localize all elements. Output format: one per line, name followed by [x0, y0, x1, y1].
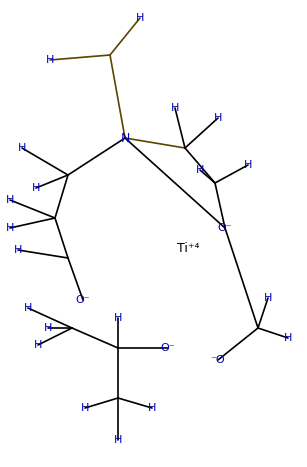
Text: H: H: [196, 165, 204, 175]
Text: ⁻O: ⁻O: [211, 355, 225, 365]
Text: H: H: [18, 143, 26, 153]
Text: H: H: [148, 403, 156, 413]
Text: H: H: [214, 113, 222, 123]
Text: N: N: [120, 132, 130, 144]
Text: O⁻: O⁻: [161, 343, 175, 353]
Text: H: H: [284, 333, 292, 343]
Text: H: H: [136, 13, 144, 23]
Text: H: H: [114, 435, 122, 445]
Text: H: H: [6, 195, 14, 205]
Text: H: H: [244, 160, 252, 170]
Text: H: H: [264, 293, 272, 303]
Text: H: H: [81, 403, 89, 413]
Text: H: H: [46, 55, 54, 65]
Text: H: H: [24, 303, 32, 313]
Text: H: H: [171, 103, 179, 113]
Text: H: H: [114, 313, 122, 323]
Text: O⁻: O⁻: [76, 295, 90, 305]
Text: H: H: [32, 183, 40, 193]
Text: O⁻: O⁻: [218, 223, 232, 233]
Text: H: H: [6, 223, 14, 233]
Text: H: H: [14, 245, 22, 255]
Text: H: H: [34, 340, 42, 350]
Text: H: H: [44, 323, 52, 333]
Text: Ti⁺⁴: Ti⁺⁴: [177, 241, 199, 255]
